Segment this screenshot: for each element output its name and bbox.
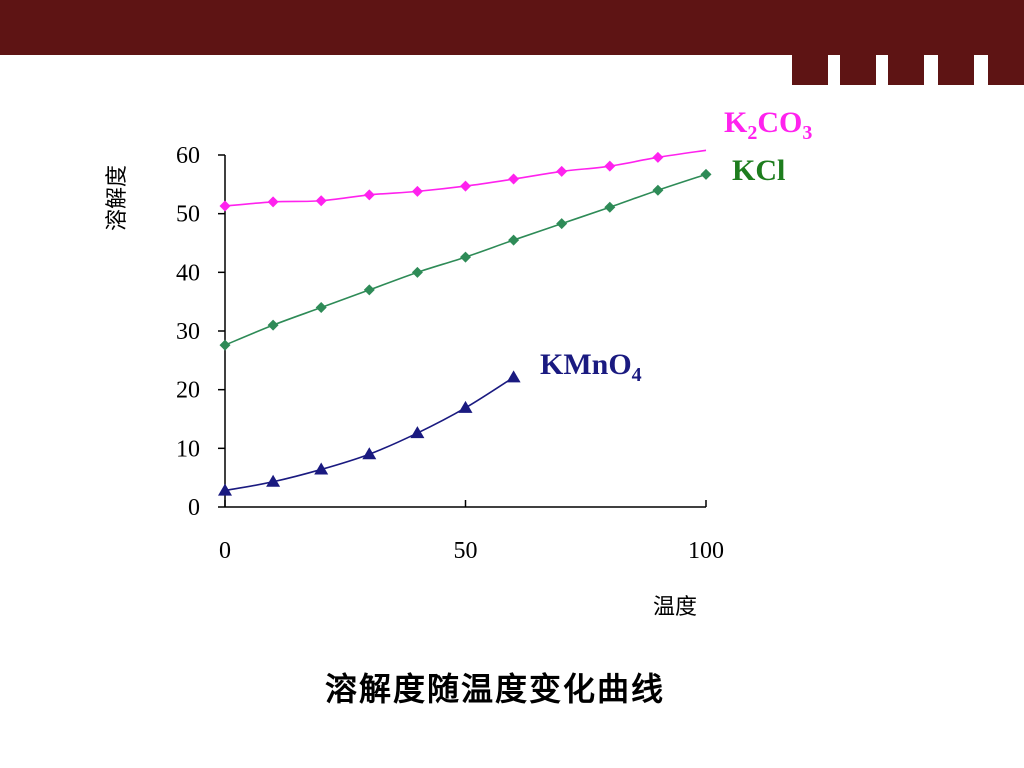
y-tick-label: 40 (176, 260, 200, 286)
chart-axes: 0 10 20 30 40 50 60 0 50 100 (176, 143, 724, 564)
data-point (315, 195, 327, 207)
data-point (410, 426, 425, 439)
decorative-squares (792, 55, 1024, 85)
data-point (363, 284, 375, 296)
decorative-square (988, 55, 1024, 85)
data-point (267, 196, 279, 208)
decorative-square (792, 55, 828, 85)
data-point (218, 483, 232, 496)
data-point (411, 266, 423, 278)
series-line-kmno4 (224, 376, 515, 492)
data-point (508, 173, 520, 185)
series-kcl (219, 168, 712, 351)
data-point (604, 160, 616, 172)
data-point (556, 218, 568, 230)
decorative-square (888, 55, 924, 85)
series-label-kmno4: KMnO4 (540, 348, 642, 386)
series-label-k2co3: K2CO3 (724, 106, 812, 144)
series-kmno4 (218, 370, 521, 496)
y-tick-label: 10 (176, 436, 200, 462)
data-point (411, 185, 423, 197)
data-point (508, 234, 520, 246)
data-point (363, 189, 375, 201)
data-point (460, 251, 471, 263)
series-line-k2co3 (224, 149, 707, 207)
y-tick-label: 60 (176, 143, 200, 169)
data-point (219, 339, 231, 351)
data-point (362, 447, 377, 460)
y-axis-label: 溶解度 (105, 165, 130, 231)
top-banner (0, 0, 1024, 55)
data-point (267, 319, 279, 331)
x-tick-label: 0 (219, 538, 231, 564)
data-point (219, 200, 231, 212)
data-point (700, 168, 712, 180)
chart-series (218, 149, 712, 496)
x-axis-label: 温度 (653, 595, 697, 620)
x-tick-label: 100 (688, 538, 724, 564)
series-label-kcl: KCl (732, 154, 785, 187)
decorative-square (938, 55, 974, 85)
data-point (652, 184, 664, 196)
data-point (266, 474, 281, 487)
data-point (458, 400, 473, 413)
slide-caption: 溶解度随温度变化曲线 (324, 670, 665, 708)
series-k2co3 (219, 149, 707, 212)
data-point (506, 370, 521, 383)
data-point (652, 151, 664, 163)
data-point (460, 180, 471, 192)
y-tick-label: 20 (176, 378, 200, 404)
y-tick-label: 30 (176, 319, 200, 345)
y-tick-label: 50 (176, 202, 200, 228)
y-tick-label: 0 (188, 495, 200, 521)
data-point (556, 165, 568, 177)
data-point (315, 302, 327, 314)
data-point (314, 462, 329, 475)
x-tick-label: 50 (454, 538, 478, 564)
decorative-square (840, 55, 876, 85)
data-point (604, 201, 616, 213)
